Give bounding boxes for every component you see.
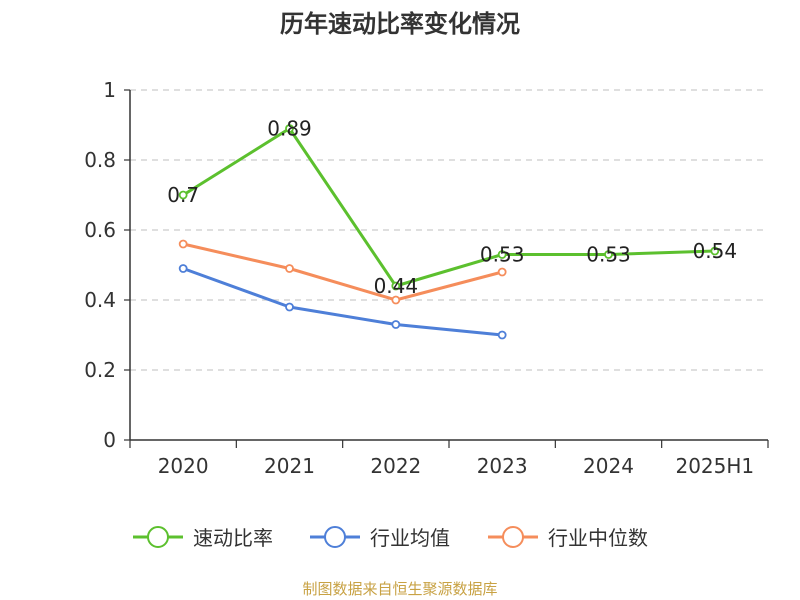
- data-point[interactable]: [285, 124, 294, 133]
- series-line-1: [182, 267, 503, 337]
- legend-marker: [502, 526, 524, 548]
- data-label: 0.53: [586, 243, 631, 267]
- data-point[interactable]: [391, 295, 401, 305]
- data-point[interactable]: [285, 302, 294, 312]
- data-label: 0.44: [374, 274, 419, 298]
- y-tick-label: 0: [103, 428, 116, 452]
- chart-title: 历年速动比率变化情况: [280, 10, 520, 38]
- data-label: 0.53: [480, 243, 525, 267]
- data-label: 0.54: [693, 239, 738, 263]
- data-point[interactable]: [178, 190, 188, 200]
- x-tick-label: 2020: [158, 454, 209, 478]
- data-point[interactable]: [178, 239, 188, 249]
- x-tick-label: 2022: [370, 454, 421, 478]
- legend-label: 行业均值: [370, 526, 450, 550]
- data-label: 0.89: [267, 117, 312, 141]
- series-line-2: [182, 242, 503, 302]
- axes: 0 0.2 0.4 0.6 0.8 1 2020 2021 2022 2023 2024 2025H1: [84, 78, 769, 478]
- x-tick-label: 2023: [477, 454, 528, 478]
- data-point[interactable]: [178, 264, 188, 273]
- legend-marker: [147, 526, 169, 548]
- legend-marker: [324, 526, 346, 548]
- legend-item-0[interactable]: 速动比率: [133, 526, 273, 550]
- data-labels: 0.7 0.89 0.44 0.53 0.53 0.54: [167, 117, 737, 299]
- x-tick-label: 2024: [583, 454, 634, 478]
- source-note: 制图数据来自恒生聚源数据库: [302, 580, 497, 598]
- data-point[interactable]: [710, 246, 720, 256]
- data-point[interactable]: [391, 320, 401, 329]
- data-point[interactable]: [604, 250, 613, 259]
- data-point[interactable]: [285, 264, 294, 273]
- series-line-0: [182, 127, 715, 288]
- y-tick-label: 0.6: [84, 218, 116, 242]
- data-point[interactable]: [497, 267, 507, 277]
- data-point[interactable]: [391, 281, 401, 291]
- data-point[interactable]: [497, 250, 507, 259]
- series-lines: [178, 124, 720, 340]
- x-tick-label: 2025H1: [675, 454, 754, 478]
- y-tick-label: 0.4: [84, 288, 116, 312]
- legend-item-2[interactable]: 行业中位数: [488, 526, 648, 550]
- x-tick-label: 2021: [264, 454, 315, 478]
- legend-label: 行业中位数: [548, 526, 648, 550]
- y-tick-label: 0.2: [84, 358, 116, 382]
- grid-lines: [130, 89, 768, 371]
- legend-item-1[interactable]: 行业均值: [310, 526, 450, 550]
- data-point[interactable]: [497, 330, 507, 340]
- data-label: 0.7: [167, 183, 199, 207]
- y-tick-label: 1: [103, 78, 116, 102]
- y-tick-label: 0.8: [84, 148, 116, 172]
- legend[interactable]: 速动比率 行业均值 行业中位数: [133, 526, 648, 550]
- legend-label: 速动比率: [193, 526, 273, 550]
